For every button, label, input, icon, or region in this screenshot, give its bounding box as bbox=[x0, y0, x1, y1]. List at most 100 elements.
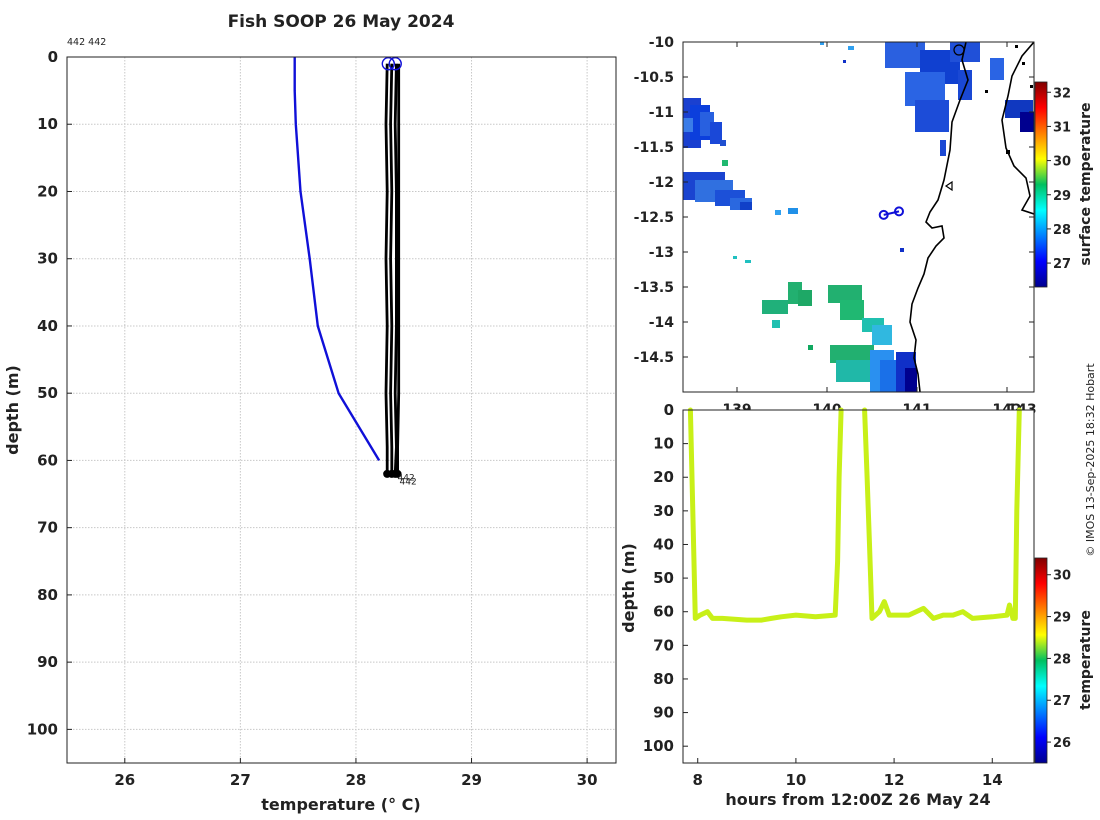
sst-patch-northwest bbox=[683, 98, 728, 166]
time-series-x-axis-label: hours from 12:00Z 26 May 24 bbox=[725, 790, 990, 809]
time-series-y-tick-label: 30 bbox=[653, 502, 674, 520]
map-y-tick-label: -10 bbox=[649, 35, 675, 51]
profile-y-tick-label: 100 bbox=[27, 720, 58, 738]
profile-y-tick-label: 80 bbox=[37, 586, 58, 604]
time-series-line bbox=[687, 407, 1022, 623]
map-y-tick-label: -12.5 bbox=[634, 210, 674, 226]
temperature-colorbar bbox=[1034, 557, 1048, 764]
surface-temperature-colorbar-ticks: 27 28 29 30 31 32 bbox=[1047, 86, 1071, 272]
map-y-tick-label: -14.5 bbox=[634, 350, 674, 366]
temperature-colorbar-label: temperature bbox=[1078, 610, 1094, 710]
time-series-x-tick-label: 12 bbox=[884, 771, 905, 789]
surface-temperature-colorbar-tick-label: 30 bbox=[1053, 155, 1071, 170]
depth-time-series-line bbox=[687, 407, 1022, 623]
profile-x-tick-label: 27 bbox=[230, 771, 251, 789]
cast-start-marker bbox=[381, 57, 396, 71]
time-series-y-tick-label: 40 bbox=[653, 535, 674, 553]
coastline-west bbox=[909, 42, 969, 392]
profile-x-tick-label: 26 bbox=[114, 771, 135, 789]
profile-y-tick-label: 90 bbox=[37, 653, 58, 671]
surface-temperature-colorbar-label: surface temperature bbox=[1078, 102, 1094, 265]
surface-temperature-colorbar-tick-label: 29 bbox=[1053, 189, 1071, 204]
cast-profile-line bbox=[384, 63, 389, 474]
vessel-track bbox=[878, 206, 904, 220]
time-series-background bbox=[683, 410, 1034, 763]
cast-profile-line bbox=[393, 63, 398, 474]
time-series-y-tick-label: 20 bbox=[653, 468, 674, 486]
profile-id-label: 442 442 bbox=[67, 37, 106, 48]
time-series-y-axis-label: depth (m) bbox=[619, 543, 638, 633]
time-series-y-tick-label: 10 bbox=[653, 435, 674, 453]
time-series-y-ticks: 0 10 20 30 40 50 60 70 80 90 100 bbox=[643, 401, 688, 755]
surface-temperature-map-panel: 139140141142143 -10-10.5-11-11.5-12-12.5… bbox=[634, 35, 1094, 418]
time-series-y-tick-label: 80 bbox=[653, 670, 674, 688]
vessel-track-point bbox=[894, 206, 904, 217]
temperature-colorbar-tick-label: 28 bbox=[1053, 652, 1071, 667]
profile-y-tick-label: 60 bbox=[37, 451, 58, 469]
map-background bbox=[683, 42, 1034, 392]
map-y-ticks: -10 -10.5 -11 -11.5 -12 -12.5 -13 -13.5 -14 -14.5 bbox=[634, 35, 1034, 366]
cast-profile-line bbox=[389, 63, 394, 474]
profile-axes-frame bbox=[66, 56, 617, 764]
profile-x-tick-label: 29 bbox=[461, 771, 482, 789]
surface-temperature-colorbar bbox=[1034, 81, 1048, 288]
time-series-x-tick-label: 8 bbox=[693, 771, 703, 789]
temperature-colorbar-tick-label: 30 bbox=[1053, 569, 1071, 584]
time-series-x-tick-label: 14 bbox=[982, 771, 1003, 789]
temperature-colorbar-ticks: 26 27 28 29 30 bbox=[1047, 569, 1071, 751]
profile-x-ticks: 26 27 28 29 30 bbox=[114, 758, 598, 789]
time-series-y-tick-label: 0 bbox=[664, 401, 674, 419]
time-series-y-tick-label: 60 bbox=[653, 603, 674, 621]
vessel-track-line bbox=[883, 210, 900, 216]
profile-y-tick-label: 0 bbox=[48, 48, 58, 66]
surface-temperature-colorbar-tick-label: 27 bbox=[1053, 257, 1071, 272]
map-y-tick-label: -13.5 bbox=[634, 280, 674, 296]
time-series-y-tick-label: 70 bbox=[653, 636, 674, 654]
time-series-y-tick-label: 50 bbox=[653, 569, 674, 587]
profile-y-tick-label: 10 bbox=[37, 115, 58, 133]
profile-y-axis-label: depth (m) bbox=[3, 365, 22, 455]
map-y-tick-label: -11 bbox=[649, 105, 674, 121]
map-y-tick-label: -13 bbox=[649, 245, 674, 261]
cast-end-label: 442 bbox=[400, 478, 417, 488]
temperature-colorbar-tick-label: 26 bbox=[1053, 736, 1071, 751]
reference-profile-line bbox=[293, 57, 381, 462]
map-y-tick-label: -12 bbox=[649, 175, 674, 191]
coastline-east bbox=[1001, 42, 1034, 215]
profile-x-tick-label: 30 bbox=[577, 771, 598, 789]
map-y-tick-label: -14 bbox=[649, 315, 675, 331]
profile-y-tick-label: 70 bbox=[37, 519, 58, 537]
surface-temperature-colorbar-tick-label: 31 bbox=[1053, 120, 1071, 135]
map-content bbox=[683, 42, 1034, 392]
time-series-y-tick-label: 100 bbox=[643, 737, 674, 755]
cast-start-marker bbox=[388, 57, 402, 71]
time-series-x-ticks: 8 10 12 14 bbox=[693, 758, 1003, 789]
temperature-colorbar-tick-label: 27 bbox=[1053, 694, 1071, 709]
profile-y-ticks: 0 10 20 30 40 50 60 70 80 90 100 bbox=[27, 48, 72, 738]
vessel-track-point bbox=[878, 209, 889, 220]
figure-title: Fish SOOP 26 May 2024 bbox=[228, 12, 455, 32]
map-y-tick-label: -11.5 bbox=[634, 140, 674, 156]
time-series-x-tick-label: 10 bbox=[785, 771, 806, 789]
profile-y-tick-label: 50 bbox=[37, 384, 58, 402]
profile-x-axis-label: temperature (° C) bbox=[261, 795, 420, 814]
surface-temperature-colorbar-tick-label: 28 bbox=[1053, 223, 1071, 238]
time-series-y-tick-label: 90 bbox=[653, 704, 674, 722]
time-series-axes-frame bbox=[682, 409, 1035, 764]
profile-x-tick-label: 28 bbox=[346, 771, 367, 789]
depth-time-series-panel: 8 10 12 14 0 10 20 30 40 50 60 70 80 90 100 hours fro… bbox=[619, 401, 1094, 809]
temperature-colorbar-tick-label: 29 bbox=[1053, 611, 1071, 626]
sst-patch-west bbox=[683, 172, 798, 263]
surface-temperature-colorbar-tick-label: 32 bbox=[1053, 86, 1071, 101]
cast-profile-line bbox=[396, 63, 401, 474]
sst-patch-south bbox=[762, 282, 917, 392]
profile-y-tick-label: 20 bbox=[37, 182, 58, 200]
profile-y-tick-label: 30 bbox=[37, 250, 58, 268]
island-outline bbox=[944, 180, 953, 192]
credit-text: © IMOS 13-Sep-2025 18:32 Hobart bbox=[1084, 363, 1097, 557]
profile-grid bbox=[67, 56, 616, 763]
profile-y-tick-label: 40 bbox=[37, 317, 58, 335]
